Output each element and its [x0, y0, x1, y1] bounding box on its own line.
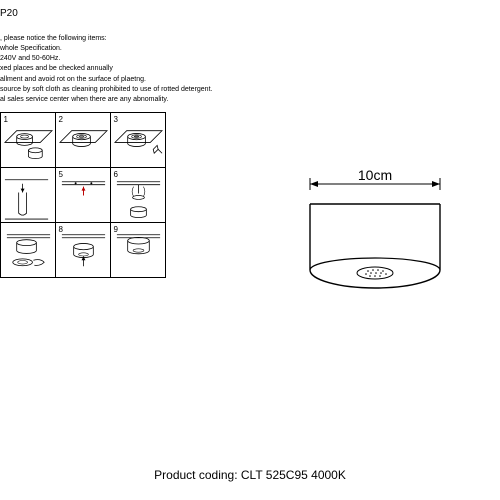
notice-line: allment and avoid rot on the surface of …: [0, 75, 212, 85]
step-illustration: [1, 168, 55, 222]
step-cell-4: [0, 167, 56, 223]
step-cell-1: 1: [0, 112, 56, 168]
step-cell-7: [0, 222, 56, 278]
step-illustration: [111, 223, 165, 277]
step-cell-9: 9: [110, 222, 166, 278]
step-cell-2: 2: [55, 112, 111, 168]
notice-line: source by soft cloth as cleaning prohibi…: [0, 85, 212, 95]
notice-intro: , please notice the following items:: [0, 34, 212, 44]
step-illustration: [56, 223, 110, 277]
step-illustration: [1, 113, 55, 167]
dimension-drawing: 10cm: [290, 170, 460, 300]
product-coding: Product coding: CLT 525C95 4000K: [0, 468, 500, 482]
step-cell-3: 3: [110, 112, 166, 168]
notice-block: , please notice the following items: who…: [0, 34, 212, 105]
step-illustration: [1, 223, 55, 277]
notice-line: 240V and 50-60Hz.: [0, 54, 212, 64]
step-cell-5: 5: [55, 167, 111, 223]
step-cell-8: 8: [55, 222, 111, 278]
step-illustration: [56, 113, 110, 167]
notice-line: xed places and be checked annually: [0, 64, 212, 74]
ip-rating: P20: [0, 8, 18, 19]
notice-line: whole Specification.: [0, 44, 212, 54]
step-illustration: [56, 168, 110, 222]
step-illustration: [111, 113, 165, 167]
notice-line: al sales service center when there are a…: [0, 95, 212, 105]
width-label: 10cm: [358, 167, 392, 183]
step-illustration: [111, 168, 165, 222]
install-steps-grid: 1 2 3: [0, 112, 165, 277]
step-cell-6: 6: [110, 167, 166, 223]
